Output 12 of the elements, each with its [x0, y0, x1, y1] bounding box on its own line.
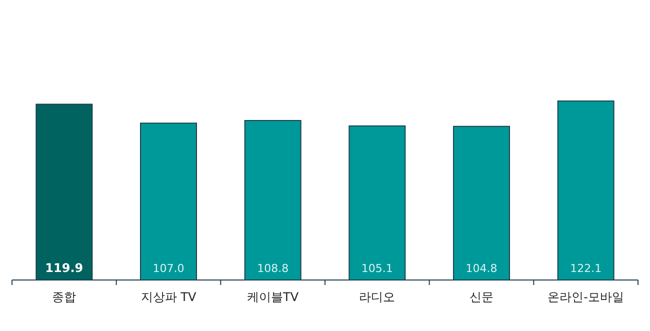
x-tick-label: 케이블TV — [247, 290, 300, 304]
data-label: 107.0 — [152, 262, 184, 275]
x-tick-label: 온라인-모바일 — [548, 290, 624, 304]
x-tick-label: 라디오 — [359, 290, 396, 304]
data-label: 104.8 — [466, 262, 498, 275]
data-label: 105.1 — [361, 262, 393, 275]
data-label: 108.8 — [257, 262, 289, 275]
data-label: 119.9 — [45, 261, 84, 275]
x-tick-label: 지상파 TV — [140, 290, 197, 304]
data-label: 122.1 — [570, 262, 602, 275]
x-tick-label: 신문 — [470, 290, 494, 304]
x-tick-label: 종합 — [52, 290, 76, 304]
